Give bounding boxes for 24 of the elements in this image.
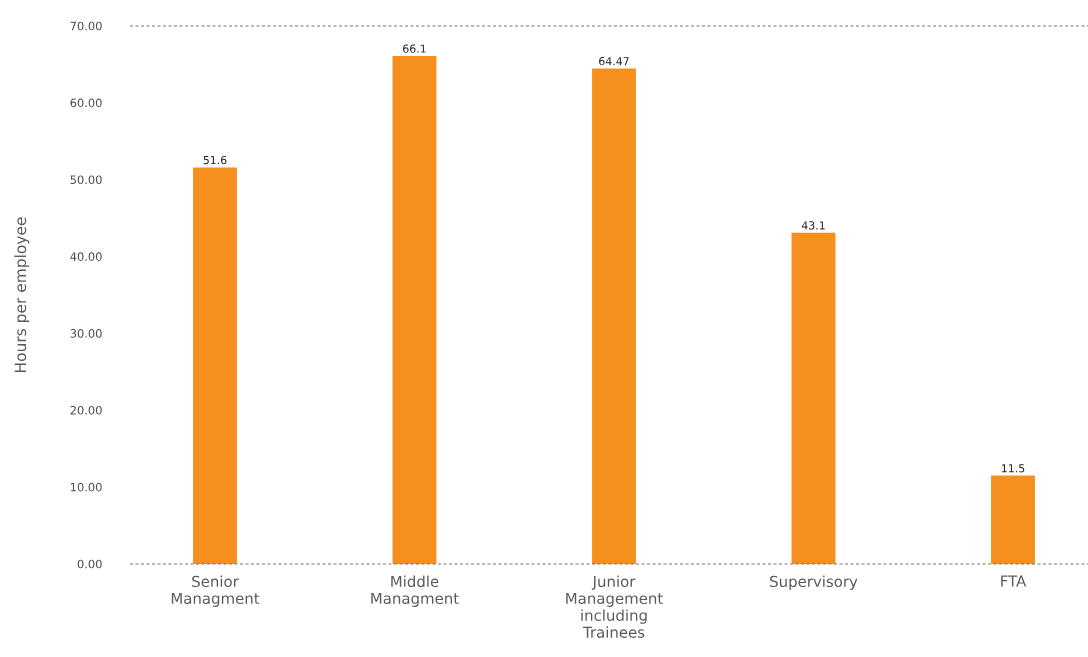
data-label: 11.5 <box>1002 464 1025 473</box>
y-tick-label: 10.00 <box>70 482 102 492</box>
y-tick-label: 60.00 <box>70 98 102 108</box>
y-tick-label: 40.00 <box>70 252 102 261</box>
y-tick-label: 20.00 <box>70 405 102 415</box>
y-tick-label: 50.00 <box>70 175 102 185</box>
y-axis-title: Hours per employee <box>14 217 30 372</box>
y-tick-label: 30.00 <box>70 329 102 338</box>
bar <box>592 68 636 564</box>
data-label: 66.1 <box>403 44 426 53</box>
bar <box>193 167 237 564</box>
data-label: 51.6 <box>203 155 227 165</box>
x-tick-label: Middle Managment <box>371 575 459 607</box>
x-tick-label: Supervisory <box>770 575 858 590</box>
x-tick-label: FTA <box>1001 575 1027 587</box>
x-tick-label: Senior Managment <box>171 575 260 607</box>
bar <box>791 232 836 564</box>
bar <box>392 55 437 564</box>
x-tick-label: Junior Management including Trainees <box>566 575 663 638</box>
y-tick-label: 0.00 <box>77 559 102 569</box>
bar <box>991 475 1035 564</box>
data-label: 43.1 <box>801 221 825 230</box>
data-label: 64.47 <box>599 57 629 66</box>
y-tick-label: 70.00 <box>70 21 102 31</box>
